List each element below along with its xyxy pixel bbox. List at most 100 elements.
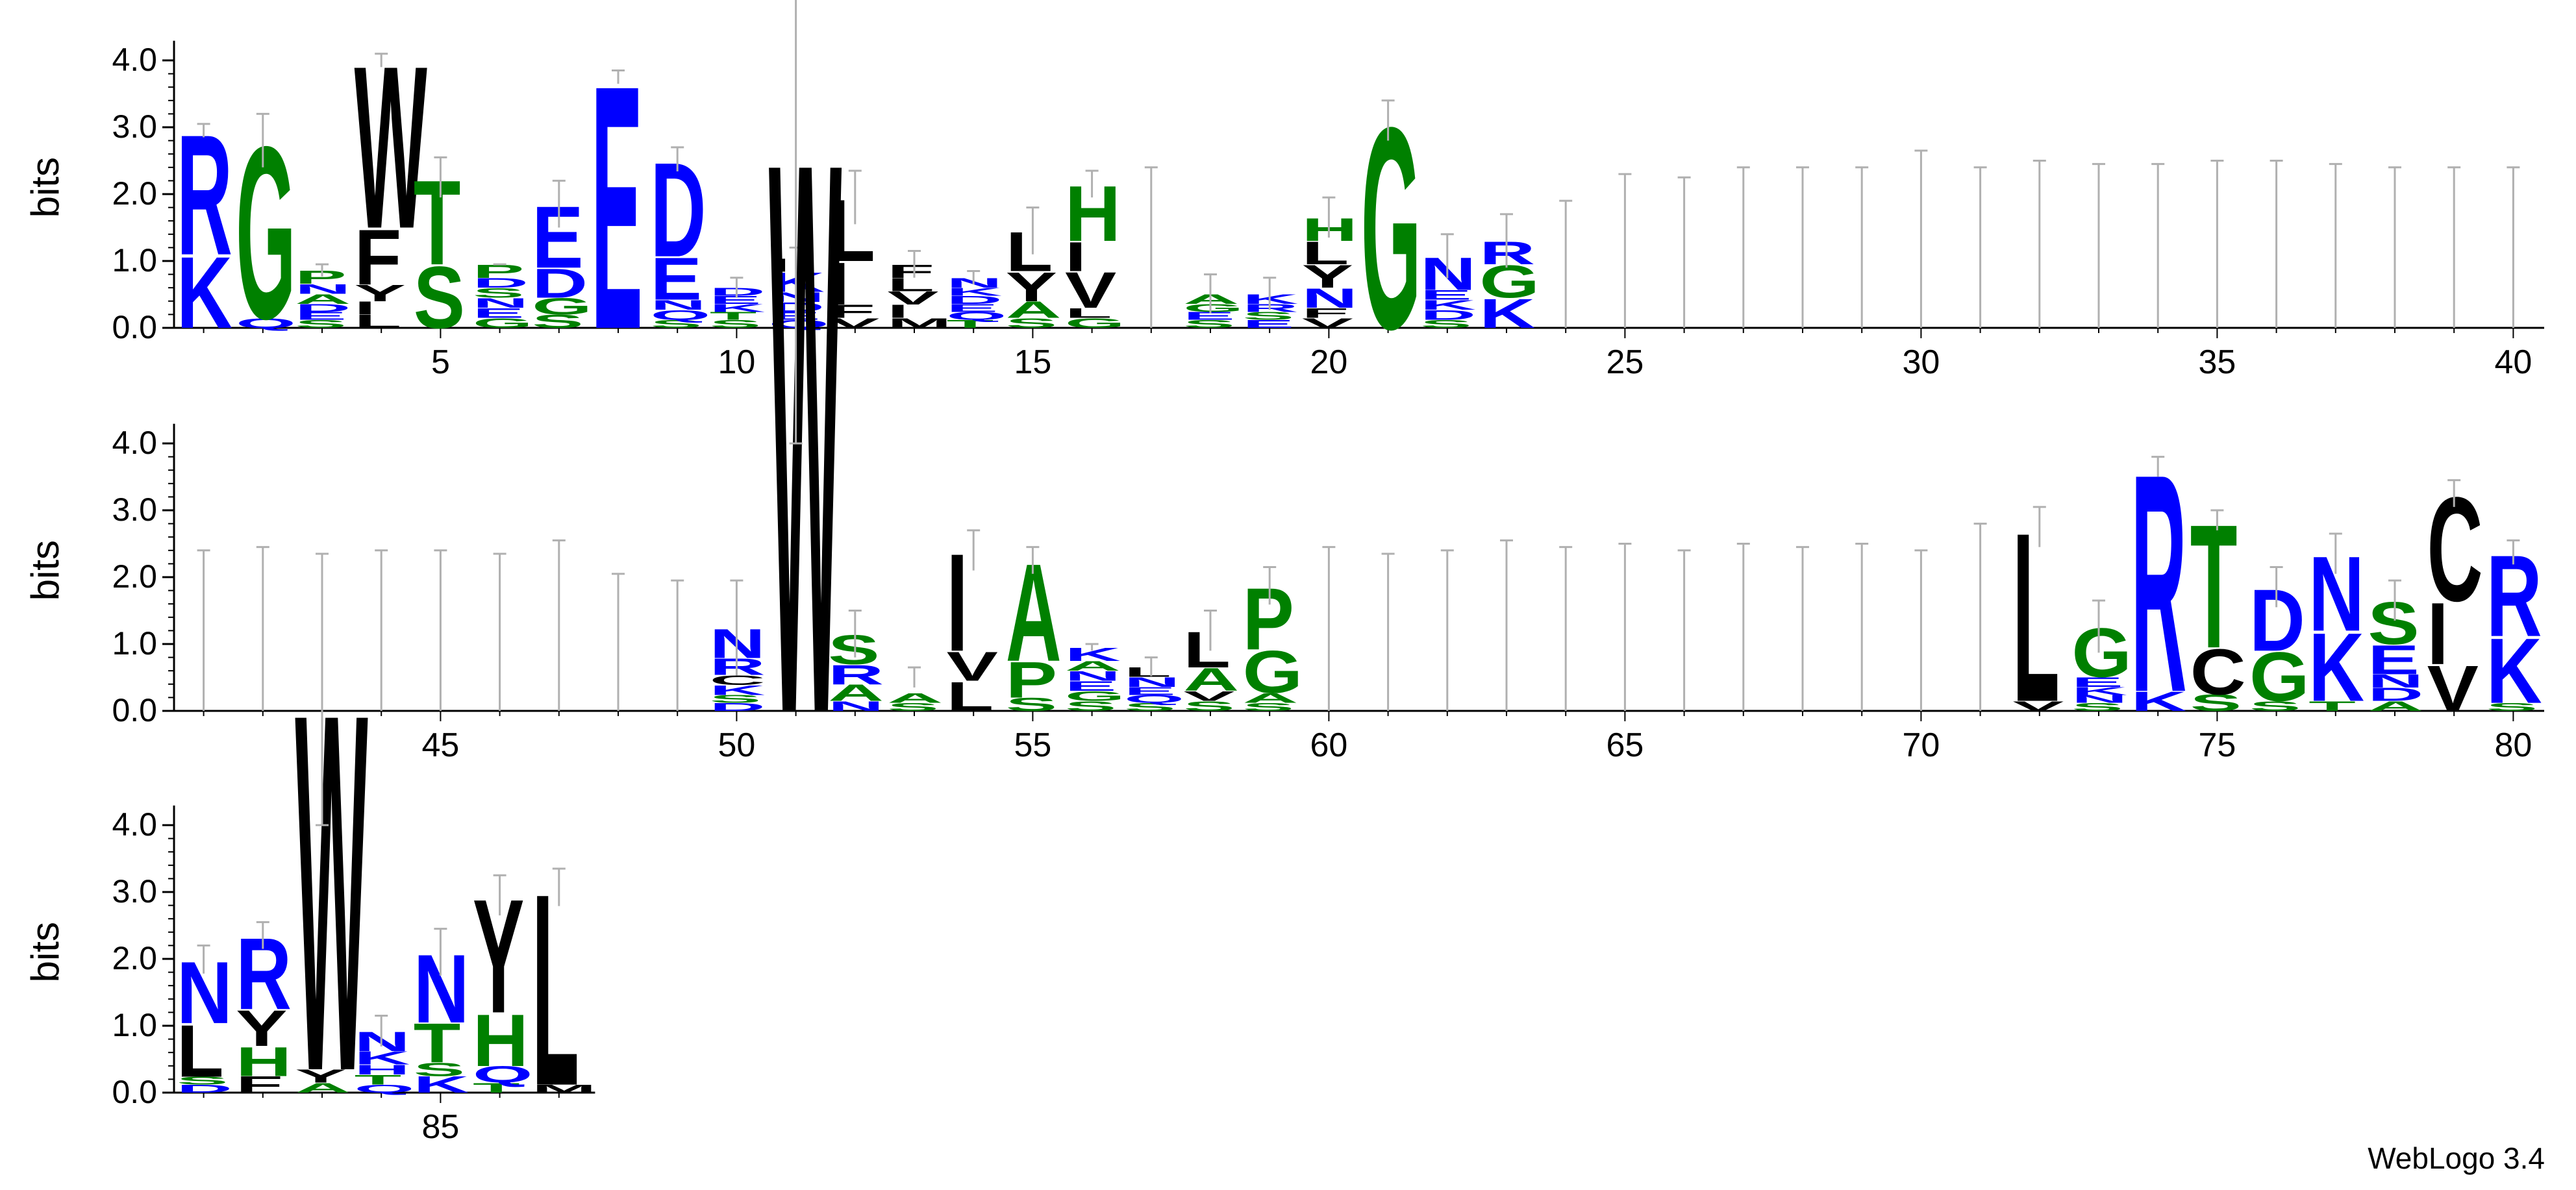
logo-letter-E: E: [1065, 678, 1116, 694]
y-tick-label: 1.0: [112, 1007, 157, 1043]
logo-row-2: 0.01.02.03.04.0bits4550556065707580DSKCR…: [23, 0, 2544, 879]
logo-letter-V: V: [1065, 262, 1116, 319]
logo-letter-M: M: [532, 1082, 596, 1095]
logo-letter-N: N: [1065, 669, 1121, 684]
logo-letter-S: S: [2071, 700, 2123, 713]
x-tick-label: 5: [431, 343, 450, 381]
logo-letter-I: I: [947, 525, 968, 680]
logo-letter-S: S: [2190, 690, 2242, 716]
logo-letter-L: L: [887, 275, 934, 295]
footer-version-text: WebLogo 3.4: [2368, 1141, 2545, 1175]
logo-letter-D: D: [710, 700, 766, 713]
logo-letter-D: D: [532, 260, 588, 307]
y-tick-label: 4.0: [112, 806, 157, 843]
logo-letter-Y: Y: [1006, 264, 1057, 310]
logo-letter-A: A: [1183, 662, 1239, 698]
logo-letter-S: S: [1006, 316, 1057, 331]
logo-letter-S: S: [1243, 700, 1294, 713]
x-tick-label: 10: [718, 343, 755, 381]
logo-letter-Y: Y: [355, 280, 406, 306]
y-axis-label: bits: [23, 157, 67, 217]
logo-letter-A: A: [1243, 691, 1299, 706]
logo-letter-D: D: [1420, 308, 1476, 323]
logo-letter-L: L: [1302, 235, 1349, 271]
logo-letter-P: P: [1243, 570, 1294, 669]
x-tick-label: 15: [1014, 343, 1051, 381]
logo-letter-T: T: [2308, 699, 2356, 714]
logo-letter-F: F: [355, 214, 402, 302]
logo-letter-H: H: [355, 1062, 410, 1078]
logo-letter-S: S: [2368, 589, 2419, 657]
x-tick-label: 30: [1902, 343, 1940, 381]
logo-letter-S: S: [1183, 317, 1234, 330]
logo-letter-K: K: [2308, 612, 2364, 722]
x-tick-label: 20: [1310, 343, 1347, 381]
logo-letter-A: A: [295, 1080, 351, 1096]
logo-letter-E: E: [532, 188, 583, 287]
y-tick-label: 0.0: [112, 692, 157, 728]
logo-letter-F: F: [828, 301, 875, 322]
logo-letter-E: E: [947, 302, 998, 314]
logo-letter-S: S: [710, 317, 761, 330]
y-tick-label: 3.0: [112, 873, 157, 910]
logo-letter-K: K: [414, 1072, 469, 1098]
logo-letter-L: L: [1065, 305, 1112, 321]
logo-letter-S: S: [414, 249, 465, 347]
y-axis-label: bits: [23, 540, 67, 601]
logo-letter-Q: Q: [769, 317, 829, 330]
logo-letter-S: S: [828, 626, 879, 673]
logo-letter-V: V: [1302, 316, 1353, 331]
logo-letter-T: T: [414, 1012, 461, 1074]
logo-letter-H: H: [236, 1038, 292, 1085]
logo-letter-A: A: [2368, 699, 2423, 714]
logo-letter-G: G: [2071, 614, 2131, 691]
logo-letter-L: L: [355, 312, 402, 332]
logo-letter-N: N: [651, 297, 707, 313]
logo-letter-E: E: [591, 13, 642, 402]
y-tick-label: 0.0: [112, 309, 157, 345]
y-tick-label: 3.0: [112, 108, 157, 145]
logo-letter-C: C: [710, 673, 766, 688]
logo-letter-E: E: [1183, 310, 1234, 322]
logo-letter-I: I: [887, 301, 908, 322]
logo-letter-G: G: [1065, 688, 1125, 704]
logo-letter-I: I: [355, 298, 376, 319]
logo-letter-L: L: [947, 673, 994, 720]
logo-letter-A: A: [887, 691, 943, 706]
logo-letter-G: G: [1479, 256, 1539, 308]
y-tick-label: 4.0: [112, 425, 157, 461]
logo-letter-R: R: [828, 659, 884, 690]
logo-letter-P: P: [295, 267, 346, 288]
logo-row-3: 0.01.02.03.04.0bits85DSLNFHYRAYWQTHKNKST…: [23, 577, 596, 1178]
logo-letter-H: H: [473, 998, 529, 1082]
logo-letter-F: F: [236, 1072, 283, 1098]
y-tick-label: 1.0: [112, 242, 157, 279]
logo-letter-K: K: [1479, 290, 1535, 337]
logo-letter-E: E: [769, 310, 820, 322]
logo-letter-E: E: [1420, 288, 1471, 303]
logo-letter-P: P: [1006, 652, 1057, 708]
logo-letter-L: L: [828, 182, 875, 280]
y-tick-label: 2.0: [112, 558, 157, 595]
logo-letter-I: I: [1065, 234, 1086, 280]
y-tick-label: 2.0: [112, 940, 157, 976]
logo-letter-E: E: [1124, 685, 1175, 697]
logo-letter-V: V: [2427, 653, 2479, 725]
logo-letter-S: S: [1243, 310, 1294, 322]
logo-letter-E: E: [473, 305, 524, 321]
logo-letter-Y: Y: [295, 1066, 346, 1087]
logo-letter-L: L: [2012, 482, 2060, 752]
x-tick-label: 40: [2494, 343, 2532, 381]
x-tick-label: 45: [421, 726, 459, 764]
logo-letter-Q: Q: [651, 308, 710, 323]
logo-letter-Q: Q: [236, 316, 295, 331]
logo-letter-N: N: [828, 699, 884, 714]
logo-letter-D: D: [473, 275, 529, 291]
logo-letter-E: E: [295, 310, 346, 322]
logo-letter-S: S: [1065, 699, 1116, 714]
logo-letter-V: V: [947, 643, 999, 690]
logo-letter-T: T: [414, 156, 461, 290]
logo-letter-S: S: [887, 700, 938, 713]
